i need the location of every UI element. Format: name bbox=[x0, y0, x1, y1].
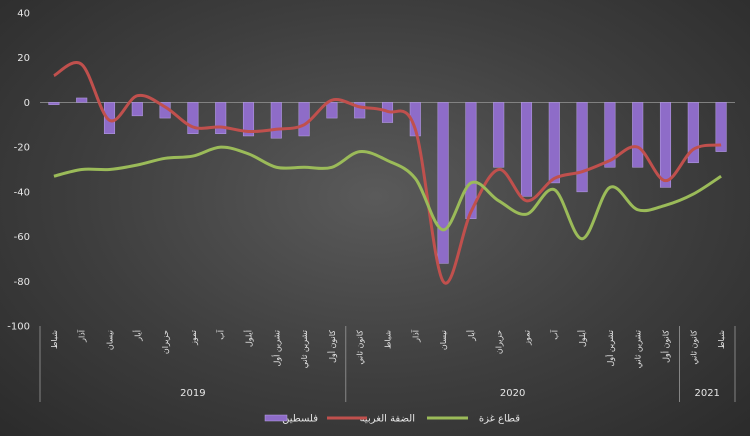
x-tick-label: آذار bbox=[77, 329, 87, 343]
x-tick-label: كانون أول bbox=[661, 330, 671, 363]
x-tick-label: نيسان bbox=[439, 330, 448, 350]
line-gaza bbox=[53, 145, 722, 241]
bar-series-palestine bbox=[48, 97, 727, 264]
bar bbox=[131, 102, 143, 117]
y-axis: 40 20 0 -20 -40 -60 -80 -100 bbox=[7, 9, 30, 333]
x-tick-label: آب bbox=[549, 329, 559, 340]
bar bbox=[103, 102, 116, 134]
x-tick-label: تشرين أول bbox=[271, 330, 281, 367]
line-west-bank bbox=[53, 61, 722, 285]
x-tick-label: أيار bbox=[466, 330, 476, 342]
x-tick-label: حزيران bbox=[495, 330, 504, 354]
x-tick-label: آب bbox=[216, 329, 226, 340]
y-tick-label: 20 bbox=[17, 53, 30, 64]
y-tick-label: 40 bbox=[17, 9, 30, 20]
bar bbox=[76, 97, 88, 103]
x-tick-label: آذار bbox=[410, 329, 420, 343]
bar bbox=[659, 102, 672, 188]
bar bbox=[215, 102, 227, 134]
x-tick-label: تموز bbox=[523, 330, 532, 346]
legend-label: قطاع غزة bbox=[479, 414, 520, 425]
x-tick-label: حزيران bbox=[161, 330, 170, 354]
bar bbox=[493, 102, 505, 168]
x-tick-label: تشرين ثاني bbox=[634, 330, 643, 368]
x-group-label: 2020 bbox=[500, 388, 525, 399]
y-tick-label: -40 bbox=[14, 187, 30, 198]
bar bbox=[687, 102, 699, 164]
y-tick-label: 0 bbox=[24, 98, 30, 109]
legend-label: فلسطين bbox=[282, 414, 318, 425]
x-group-label: 2021 bbox=[694, 388, 719, 399]
bar bbox=[187, 102, 199, 134]
bar bbox=[576, 102, 588, 193]
x-tick-label: أيلول bbox=[244, 330, 254, 347]
bar bbox=[270, 102, 282, 139]
bar bbox=[632, 102, 644, 168]
bar bbox=[242, 102, 255, 137]
bar bbox=[520, 102, 533, 197]
x-tick-label: نيسان bbox=[106, 330, 115, 350]
bar bbox=[548, 102, 560, 184]
x-tick-label: تموز bbox=[189, 330, 198, 346]
bar bbox=[354, 102, 366, 119]
bar bbox=[604, 102, 616, 168]
bar bbox=[437, 102, 449, 264]
x-tick-label: أيار bbox=[132, 330, 142, 342]
bar bbox=[715, 102, 727, 152]
x-tick-label: شباط bbox=[384, 330, 393, 349]
y-tick-label: -20 bbox=[14, 143, 30, 154]
bar bbox=[298, 102, 310, 137]
x-group-label: 2019 bbox=[180, 388, 205, 399]
bar bbox=[326, 102, 338, 119]
legend-swatch bbox=[264, 414, 288, 422]
x-tick-label: شباط bbox=[50, 330, 59, 349]
y-tick-label: -100 bbox=[7, 322, 30, 333]
bar bbox=[465, 102, 477, 219]
x-tick-label: أيلول bbox=[577, 330, 587, 347]
x-tick-label: كانون أول bbox=[327, 330, 337, 363]
line-series bbox=[53, 61, 722, 285]
legend-label: الضفة الغربية bbox=[360, 414, 415, 425]
legend: قطاع غزة الضفة الغربية فلسطين bbox=[264, 414, 520, 425]
x-tick-label: تشرين أول bbox=[605, 330, 615, 367]
y-tick-label: -80 bbox=[14, 277, 30, 288]
x-tick-label: تشرين ثاني bbox=[300, 330, 309, 368]
bar bbox=[48, 102, 60, 105]
y-tick-label: -60 bbox=[14, 232, 30, 243]
x-tick-label: شباط bbox=[717, 330, 726, 349]
x-tick-label: كانون ثاني bbox=[356, 330, 365, 365]
x-axis: شباط آذار نيسان أيار حزيران تموز آب أيلول تشرين … bbox=[39, 326, 736, 402]
x-tick-label: كانون ثاني bbox=[689, 330, 698, 365]
